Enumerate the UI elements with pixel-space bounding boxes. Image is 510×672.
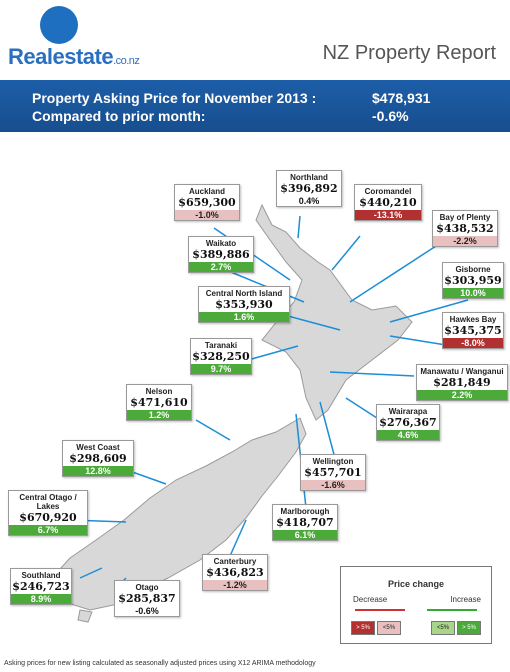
report-title: NZ Property Report [322,42,496,64]
region-name: Auckland [188,187,225,196]
region-name: West Coast [76,443,120,452]
region-callout: Gisborne $303,959 10.0% [442,262,504,299]
region-name: Hawkes Bay [449,315,497,324]
region-name: Canterbury [213,557,257,566]
region-name: Wellington [312,457,354,466]
region-price: $285,837 [118,592,176,605]
region-callout: Waikato $389,886 2.7% [188,236,254,273]
legend-title: Price change [387,579,445,589]
region-callout: Otago $285,837 -0.6% [114,580,180,617]
legend-decrease-label: Decrease [353,595,388,604]
region-callout: Central North Island $353,930 1.6% [198,286,290,323]
legend-swatch-small-decrease: <5% [377,621,401,635]
region-name: Southland [21,571,61,580]
region-change: -0.6% [115,606,179,616]
region-callout: Nelson $471,610 1.2% [126,384,192,421]
region-name: Waikato [205,239,237,248]
region-price: $438,532 [436,222,494,235]
asking-price-label: Property Asking Price for November 2013 … [32,90,317,106]
region-callout: Canterbury $436,823 -1.2% [202,554,268,591]
region-change: 8.9% [11,594,71,604]
region-change: -1.2% [203,580,267,590]
region-price: $670,920 [19,511,77,524]
region-callout: Hawkes Bay $345,375 -8.0% [442,312,504,349]
region-change: 9.7% [191,364,251,374]
asking-price-value: $478,931 [372,90,431,106]
region-callout: Bay of Plenty $438,532 -2.2% [432,210,498,247]
region-name: Central North Island [205,289,283,298]
region-change: 1.2% [127,410,191,420]
footer-note: Asking prices for new listing calculated… [4,660,316,667]
region-price: $471,610 [130,396,188,409]
region-change: 12.8% [63,466,133,476]
region-name: Wairarapa [388,407,428,416]
region-callout: Taranaki $328,250 9.7% [190,338,252,375]
region-change: -2.2% [433,236,497,246]
increase-arrow-icon [427,609,477,611]
region-change: 4.6% [377,430,439,440]
region-name: Manawatu / Wanganui [420,367,504,376]
region-change: 10.0% [443,288,503,298]
region-price: $659,300 [178,196,236,209]
region-price: $396,892 [280,182,338,195]
region-change: -8.0% [443,338,503,348]
region-callout: West Coast $298,609 12.8% [62,440,134,477]
region-price: $281,849 [433,376,491,389]
legend-swatch-large-increase: > 5% [457,621,481,635]
region-change: 0.4% [277,196,341,206]
region-callout: Wairarapa $276,367 4.6% [376,404,440,441]
region-price: $246,723 [12,580,70,593]
region-name: Gisborne [455,265,491,274]
region-name: Central Otago / Lakes [19,493,77,511]
region-change: 2.7% [189,262,253,272]
region-change: -1.6% [301,480,365,490]
region-callout: Central Otago / Lakes $670,920 6.7% [8,490,88,536]
region-name: Otago [135,583,159,592]
region-price: $303,959 [444,274,502,287]
region-price: $298,609 [69,452,127,465]
region-callout: Manawatu / Wanganui $281,849 2.2% [416,364,508,401]
header: Realestate.co.nz NZ Property Report [0,0,510,78]
region-callout: Northland $396,892 0.4% [276,170,342,207]
legend-increase-label: Increase [450,595,481,604]
prior-month-label: Compared to prior month: [32,108,206,124]
region-change: 2.2% [417,390,507,400]
region-change: -13.1% [355,210,421,220]
region-name: Northland [290,173,328,182]
price-change-legend: Price change Decrease Increase > 5% <5% … [340,566,492,644]
region-price: $457,701 [304,466,362,479]
region-price: $389,886 [192,248,250,261]
region-change: 1.6% [199,312,289,322]
legend-swatch-large-decrease: > 5% [351,621,375,635]
region-price: $436,823 [206,566,264,579]
region-price: $276,367 [379,416,437,429]
summary-banner: Property Asking Price for November 2013 … [0,80,510,132]
region-price: $418,707 [276,516,334,529]
region-price: $345,375 [444,324,502,337]
region-name: Bay of Plenty [439,213,491,222]
legend-swatch-small-increase: <5% [431,621,455,635]
region-price: $353,930 [215,298,273,311]
region-price: $440,210 [359,196,417,209]
region-callout: Auckland $659,300 -1.0% [174,184,240,221]
region-name: Coromandel [364,187,412,196]
region-callout: Wellington $457,701 -1.6% [300,454,366,491]
region-name: Nelson [145,387,173,396]
region-change: 6.1% [273,530,337,540]
region-callout: Coromandel $440,210 -13.1% [354,184,422,221]
region-change: -1.0% [175,210,239,220]
region-price: $328,250 [192,350,250,363]
decrease-arrow-icon [355,609,405,611]
brand-logo-text: Realestate.co.nz [8,44,140,69]
region-callout: Marlborough $418,707 6.1% [272,504,338,541]
region-callout: Southland $246,723 8.9% [10,568,72,605]
region-change: 6.7% [9,525,87,535]
region-name: Taranaki [204,341,238,350]
prior-month-value: -0.6% [372,108,409,124]
realestate-logo-icon [40,6,78,44]
region-name: Marlborough [280,507,330,516]
